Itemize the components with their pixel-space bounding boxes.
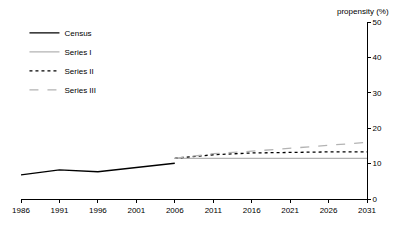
svg-text:Series II: Series II [64,67,93,76]
svg-text:10: 10 [373,159,382,168]
svg-text:30: 30 [373,89,382,98]
svg-text:2016: 2016 [243,206,261,215]
svg-text:2006: 2006 [166,206,184,215]
svg-text:2026: 2026 [320,206,338,215]
svg-text:2011: 2011 [205,206,223,215]
svg-text:50: 50 [373,18,382,27]
svg-text:2031: 2031 [358,206,376,215]
svg-text:propensity (%): propensity (%) [337,7,389,16]
svg-text:Series I: Series I [64,48,91,57]
svg-text:2001: 2001 [127,206,145,215]
svg-text:Series III: Series III [64,86,96,95]
svg-text:1986: 1986 [12,206,30,215]
svg-text:2021: 2021 [281,206,299,215]
svg-text:1996: 1996 [89,206,107,215]
svg-text:20: 20 [373,124,382,133]
svg-text:0: 0 [373,195,378,204]
svg-text:40: 40 [373,53,382,62]
svg-text:Census: Census [64,29,91,38]
svg-text:1991: 1991 [51,206,69,215]
